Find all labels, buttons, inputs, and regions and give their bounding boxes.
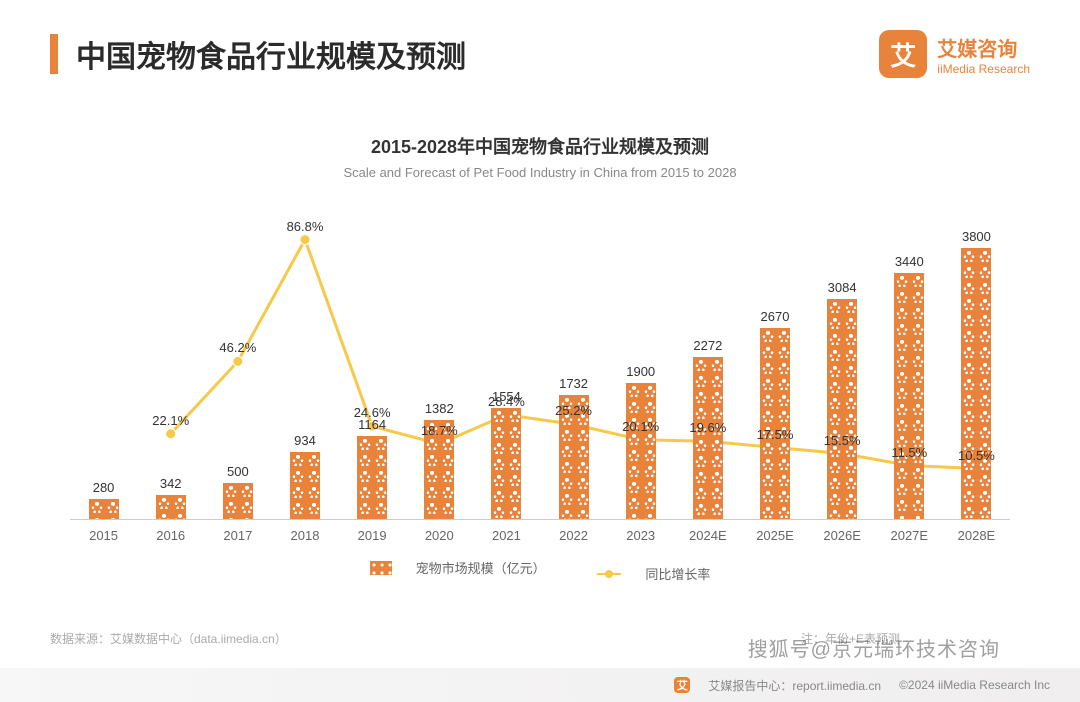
x-tick-label: 2026E: [823, 528, 861, 543]
legend-item-bar: 宠物市场规模（亿元）: [358, 558, 558, 577]
bar-value-label: 342: [160, 476, 182, 491]
logo-cn: 艾媒咨询: [937, 33, 1030, 62]
x-tick-label: 2020: [425, 528, 454, 543]
growth-label: 20.1%: [622, 419, 659, 434]
x-tick-label: 2015: [89, 528, 118, 543]
bar-value-label: 2272: [693, 338, 722, 353]
bar-fill: [357, 436, 387, 519]
legend: 宠物市场规模（亿元） 同比增长率: [50, 558, 1030, 583]
x-tick-label: 2018: [291, 528, 320, 543]
title-block: 中国宠物食品行业规模及预测: [50, 32, 466, 76]
footer-logo-icon: 艾: [674, 677, 690, 693]
growth-label: 22.1%: [152, 413, 189, 428]
growth-label: 15.5%: [824, 433, 861, 448]
growth-label: 18.7%: [421, 423, 458, 438]
chart-title-cn: 2015-2028年中国宠物食品行业规模及预测: [50, 133, 1030, 159]
logo-text: 艾媒咨询 iiMedia Research: [937, 33, 1030, 76]
bar-fill: [223, 483, 253, 519]
bar: 2670: [760, 328, 790, 519]
growth-label: 17.5%: [757, 427, 794, 442]
line-swatch-icon: [597, 573, 621, 575]
bar-fill: [156, 495, 186, 519]
x-tick-label: 2016: [156, 528, 185, 543]
bar-value-label: 3084: [828, 280, 857, 295]
bar-fill: [693, 357, 723, 519]
bar-value-label: 500: [227, 464, 249, 479]
bar: 3440: [894, 273, 924, 519]
chart-title-en: Scale and Forecast of Pet Food Industry …: [50, 165, 1030, 180]
x-tick-label: 2028E: [958, 528, 996, 543]
bar: 280: [89, 499, 119, 519]
bar-value-label: 2670: [761, 309, 790, 324]
growth-label: 24.6%: [354, 405, 391, 420]
plot-area: 2802015342201622.1%500201746.2%934201886…: [70, 220, 1010, 520]
bar-value-label: 1732: [559, 376, 588, 391]
legend-line-label: 同比增长率: [645, 564, 710, 583]
page-title: 中国宠物食品行业规模及预测: [76, 32, 466, 76]
x-tick-label: 2017: [223, 528, 252, 543]
header: 中国宠物食品行业规模及预测 艾 艾媒咨询 iiMedia Research: [0, 0, 1080, 78]
bar: 1554: [491, 408, 521, 519]
watermark: 搜狐号@京元瑞环技术咨询: [748, 633, 1000, 662]
bar-value-label: 280: [93, 480, 115, 495]
bar-fill: [290, 452, 320, 519]
growth-label: 19.6%: [689, 420, 726, 435]
bar: 1164: [357, 436, 387, 519]
footer-copyright: ©2024 iiMedia Research Inc: [899, 678, 1050, 692]
growth-label: 25.2%: [555, 403, 592, 418]
x-tick-label: 2027E: [890, 528, 928, 543]
bar: 2272: [693, 357, 723, 519]
growth-label: 28.4%: [488, 394, 525, 409]
growth-label: 10.5%: [958, 448, 995, 463]
logo-en: iiMedia Research: [937, 62, 1030, 76]
bar-value-label: 3800: [962, 229, 991, 244]
brand-logo: 艾 艾媒咨询 iiMedia Research: [879, 30, 1030, 78]
bar-swatch-icon: [370, 561, 392, 575]
x-tick-label: 2019: [358, 528, 387, 543]
bar-value-label: 1900: [626, 364, 655, 379]
bar-fill: [491, 408, 521, 519]
bar-fill: [626, 383, 656, 519]
growth-label: 46.2%: [219, 340, 256, 355]
bar-value-label: 3440: [895, 254, 924, 269]
legend-bar-label: 宠物市场规模（亿元）: [416, 558, 546, 577]
logo-icon: 艾: [879, 30, 927, 78]
chart-container: 2015-2028年中国宠物食品行业规模及预测 Scale and Foreca…: [0, 78, 1080, 583]
footer-report-link: 艾媒报告中心：report.iimedia.cn: [708, 677, 881, 694]
bar: 1900: [626, 383, 656, 519]
x-tick-label: 2022: [559, 528, 588, 543]
x-tick-label: 2024E: [689, 528, 727, 543]
bar-fill: [827, 299, 857, 519]
x-tick-label: 2023: [626, 528, 655, 543]
data-source: 数据来源：艾媒数据中心（data.iimedia.cn）: [50, 630, 287, 647]
x-tick-label: 2021: [492, 528, 521, 543]
legend-item-line: 同比增长率: [585, 564, 722, 583]
bar: 500: [223, 483, 253, 519]
bar-fill: [89, 499, 119, 519]
bar-fill: [894, 273, 924, 519]
footer-bar: 艾 艾媒报告中心：report.iimedia.cn ©2024 iiMedia…: [0, 668, 1080, 702]
bar: 934: [290, 452, 320, 519]
accent-bar: [50, 34, 58, 74]
bar-fill: [961, 248, 991, 519]
growth-label: 86.8%: [287, 219, 324, 234]
bar-value-label: 1382: [425, 401, 454, 416]
bar-value-label: 934: [294, 433, 316, 448]
x-tick-label: 2025E: [756, 528, 794, 543]
bar-fill: [760, 328, 790, 519]
bar: 3084: [827, 299, 857, 519]
growth-line: [70, 220, 1010, 520]
growth-label: 11.5%: [891, 445, 927, 460]
bar: 342: [156, 495, 186, 519]
bar: 3800: [961, 248, 991, 519]
